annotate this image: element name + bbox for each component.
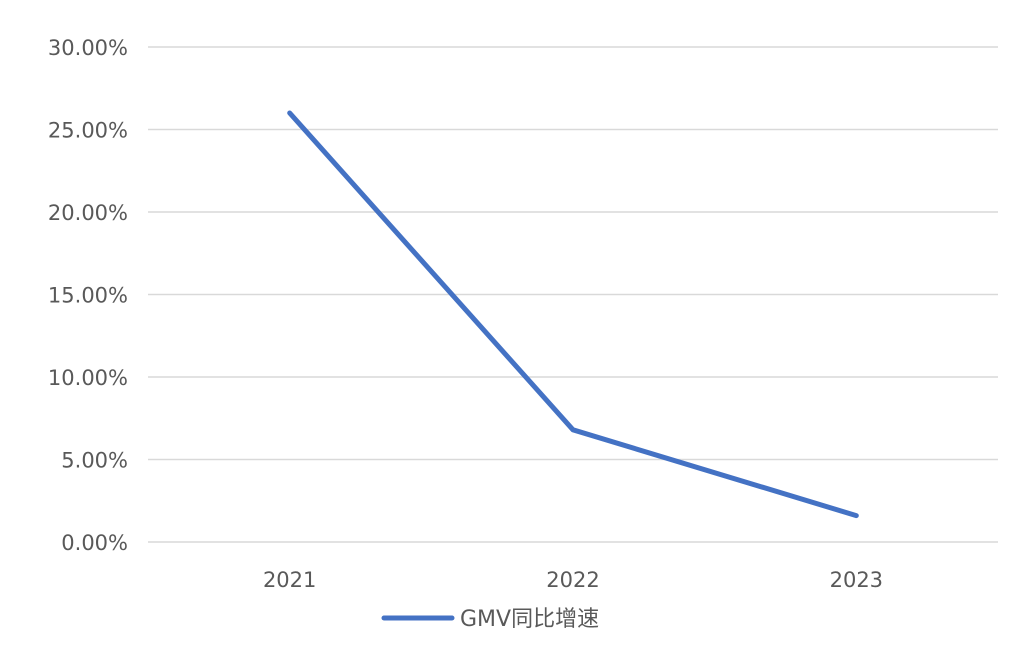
x-axis-labels: 2021 2022 2023 <box>263 568 883 592</box>
series-lines <box>287 110 859 519</box>
y-tick-label: 0.00% <box>61 531 128 555</box>
x-tick-label: 2021 <box>263 568 316 592</box>
y-tick-label: 25.00% <box>48 119 128 143</box>
y-tick-label: 5.00% <box>61 449 128 473</box>
x-tick-label: 2023 <box>830 568 883 592</box>
legend: GMV同比增速 <box>381 607 599 632</box>
y-tick-label: 20.00% <box>48 201 128 225</box>
y-tick-label: 15.00% <box>48 284 128 308</box>
y-tick-label: 30.00% <box>48 36 128 60</box>
legend-label: GMV同比增速 <box>460 607 599 632</box>
x-tick-label: 2022 <box>546 568 599 592</box>
gridlines <box>148 46 998 543</box>
y-tick-label: 10.00% <box>48 366 128 390</box>
series-line <box>287 110 859 519</box>
y-axis-labels: 0.00% 5.00% 10.00% 15.00% 20.00% 25.00% 30.00% <box>48 36 128 555</box>
